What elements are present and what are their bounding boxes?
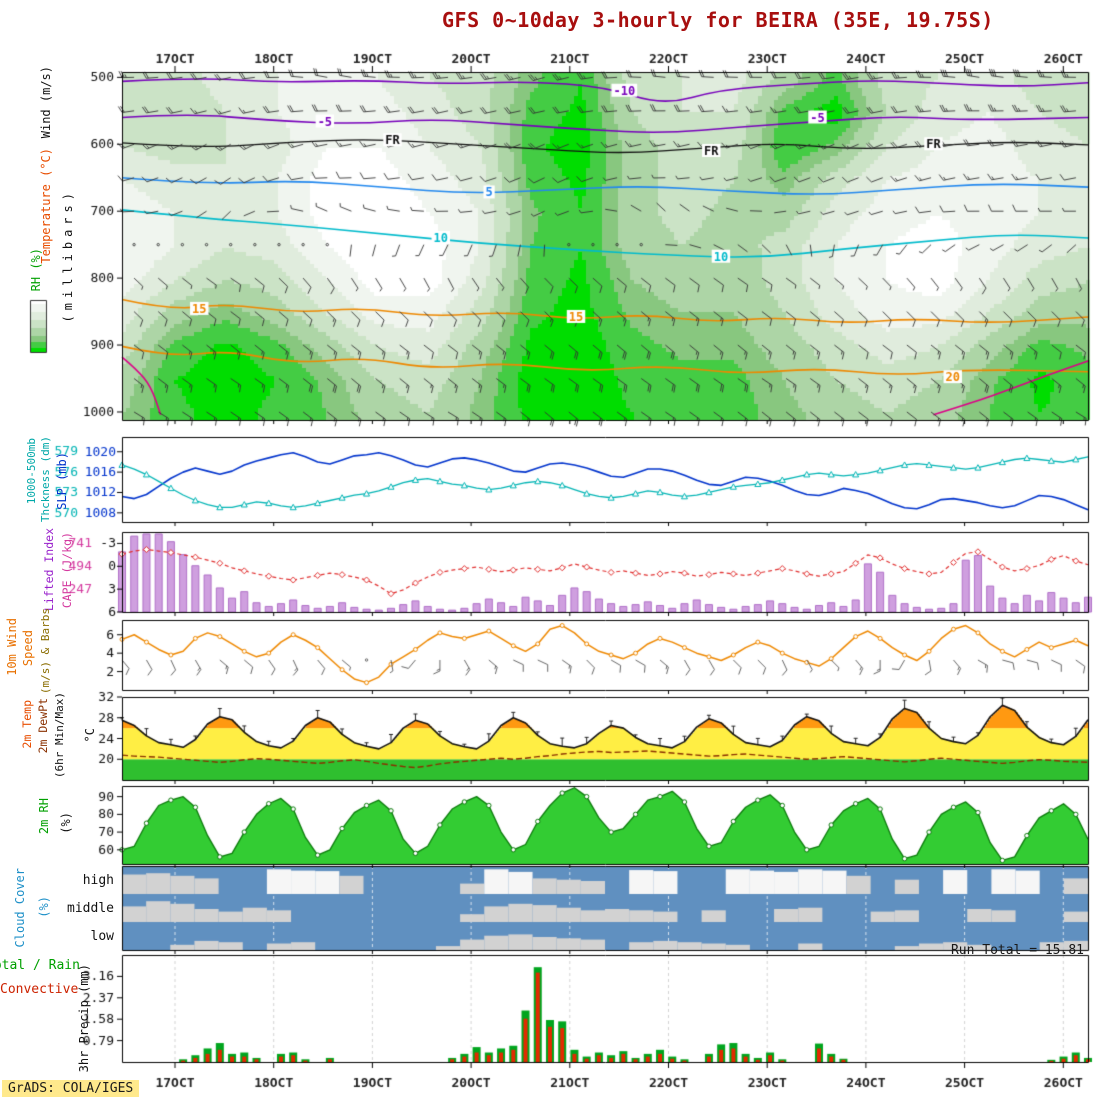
lifted-index-axis-label: Lifted Index <box>42 528 56 612</box>
chart-title: GFS 0~10day 3-hourly for BEIRA (35E, 19.… <box>442 8 994 32</box>
cloud-row-middle: middle <box>67 901 114 916</box>
wind-axis-label: Wind (m/s) <box>39 66 53 139</box>
minmax-axis-label: (6hr Min/Max) <box>53 692 66 779</box>
cape-axis-label: CAPE (J/kg) <box>60 532 74 609</box>
wind10m-axis-label-3: (m/s) & Barbs <box>39 608 52 695</box>
rh2m-axis-label: 2m RH <box>37 798 51 835</box>
run-total-text: Run Total = 15.81 <box>950 943 1084 958</box>
precip-axis-label: 3hr Precip (mm) <box>77 964 91 1073</box>
slp-axis-label: SLP (mb) <box>55 452 69 510</box>
dewpt-axis-label: 2m DewPt <box>36 698 50 754</box>
cloud-units-label: (%) <box>37 896 51 918</box>
cloud-axis-label: Cloud Cover <box>13 868 27 948</box>
cloud-row-low: low <box>90 929 114 944</box>
rh-legend-label: RH (%) <box>29 248 43 292</box>
degc-axis-label: °C <box>83 728 97 743</box>
cloud-row-high: high <box>82 873 114 888</box>
rh2m-units-label: (%) <box>59 812 73 834</box>
thickness-axis-label: Thckness (dm) <box>39 436 52 523</box>
t2m-axis-label: 2m Temp <box>20 700 34 749</box>
wind10m-axis-label-1: 10m Wind <box>5 618 19 676</box>
precip-total-legend: Total / Rain <box>0 958 80 973</box>
millibars-axis-label: (millibars) <box>61 188 75 323</box>
temperature-axis-label: Temperature (°C) <box>39 148 53 264</box>
wind10m-axis-label-2: Speed <box>21 630 35 667</box>
thickness-range-label: 1000-500mb <box>25 438 38 505</box>
grads-stamp: GrADS: COLA/IGES <box>2 1080 140 1097</box>
precip-convective-legend: Convective <box>0 982 79 997</box>
